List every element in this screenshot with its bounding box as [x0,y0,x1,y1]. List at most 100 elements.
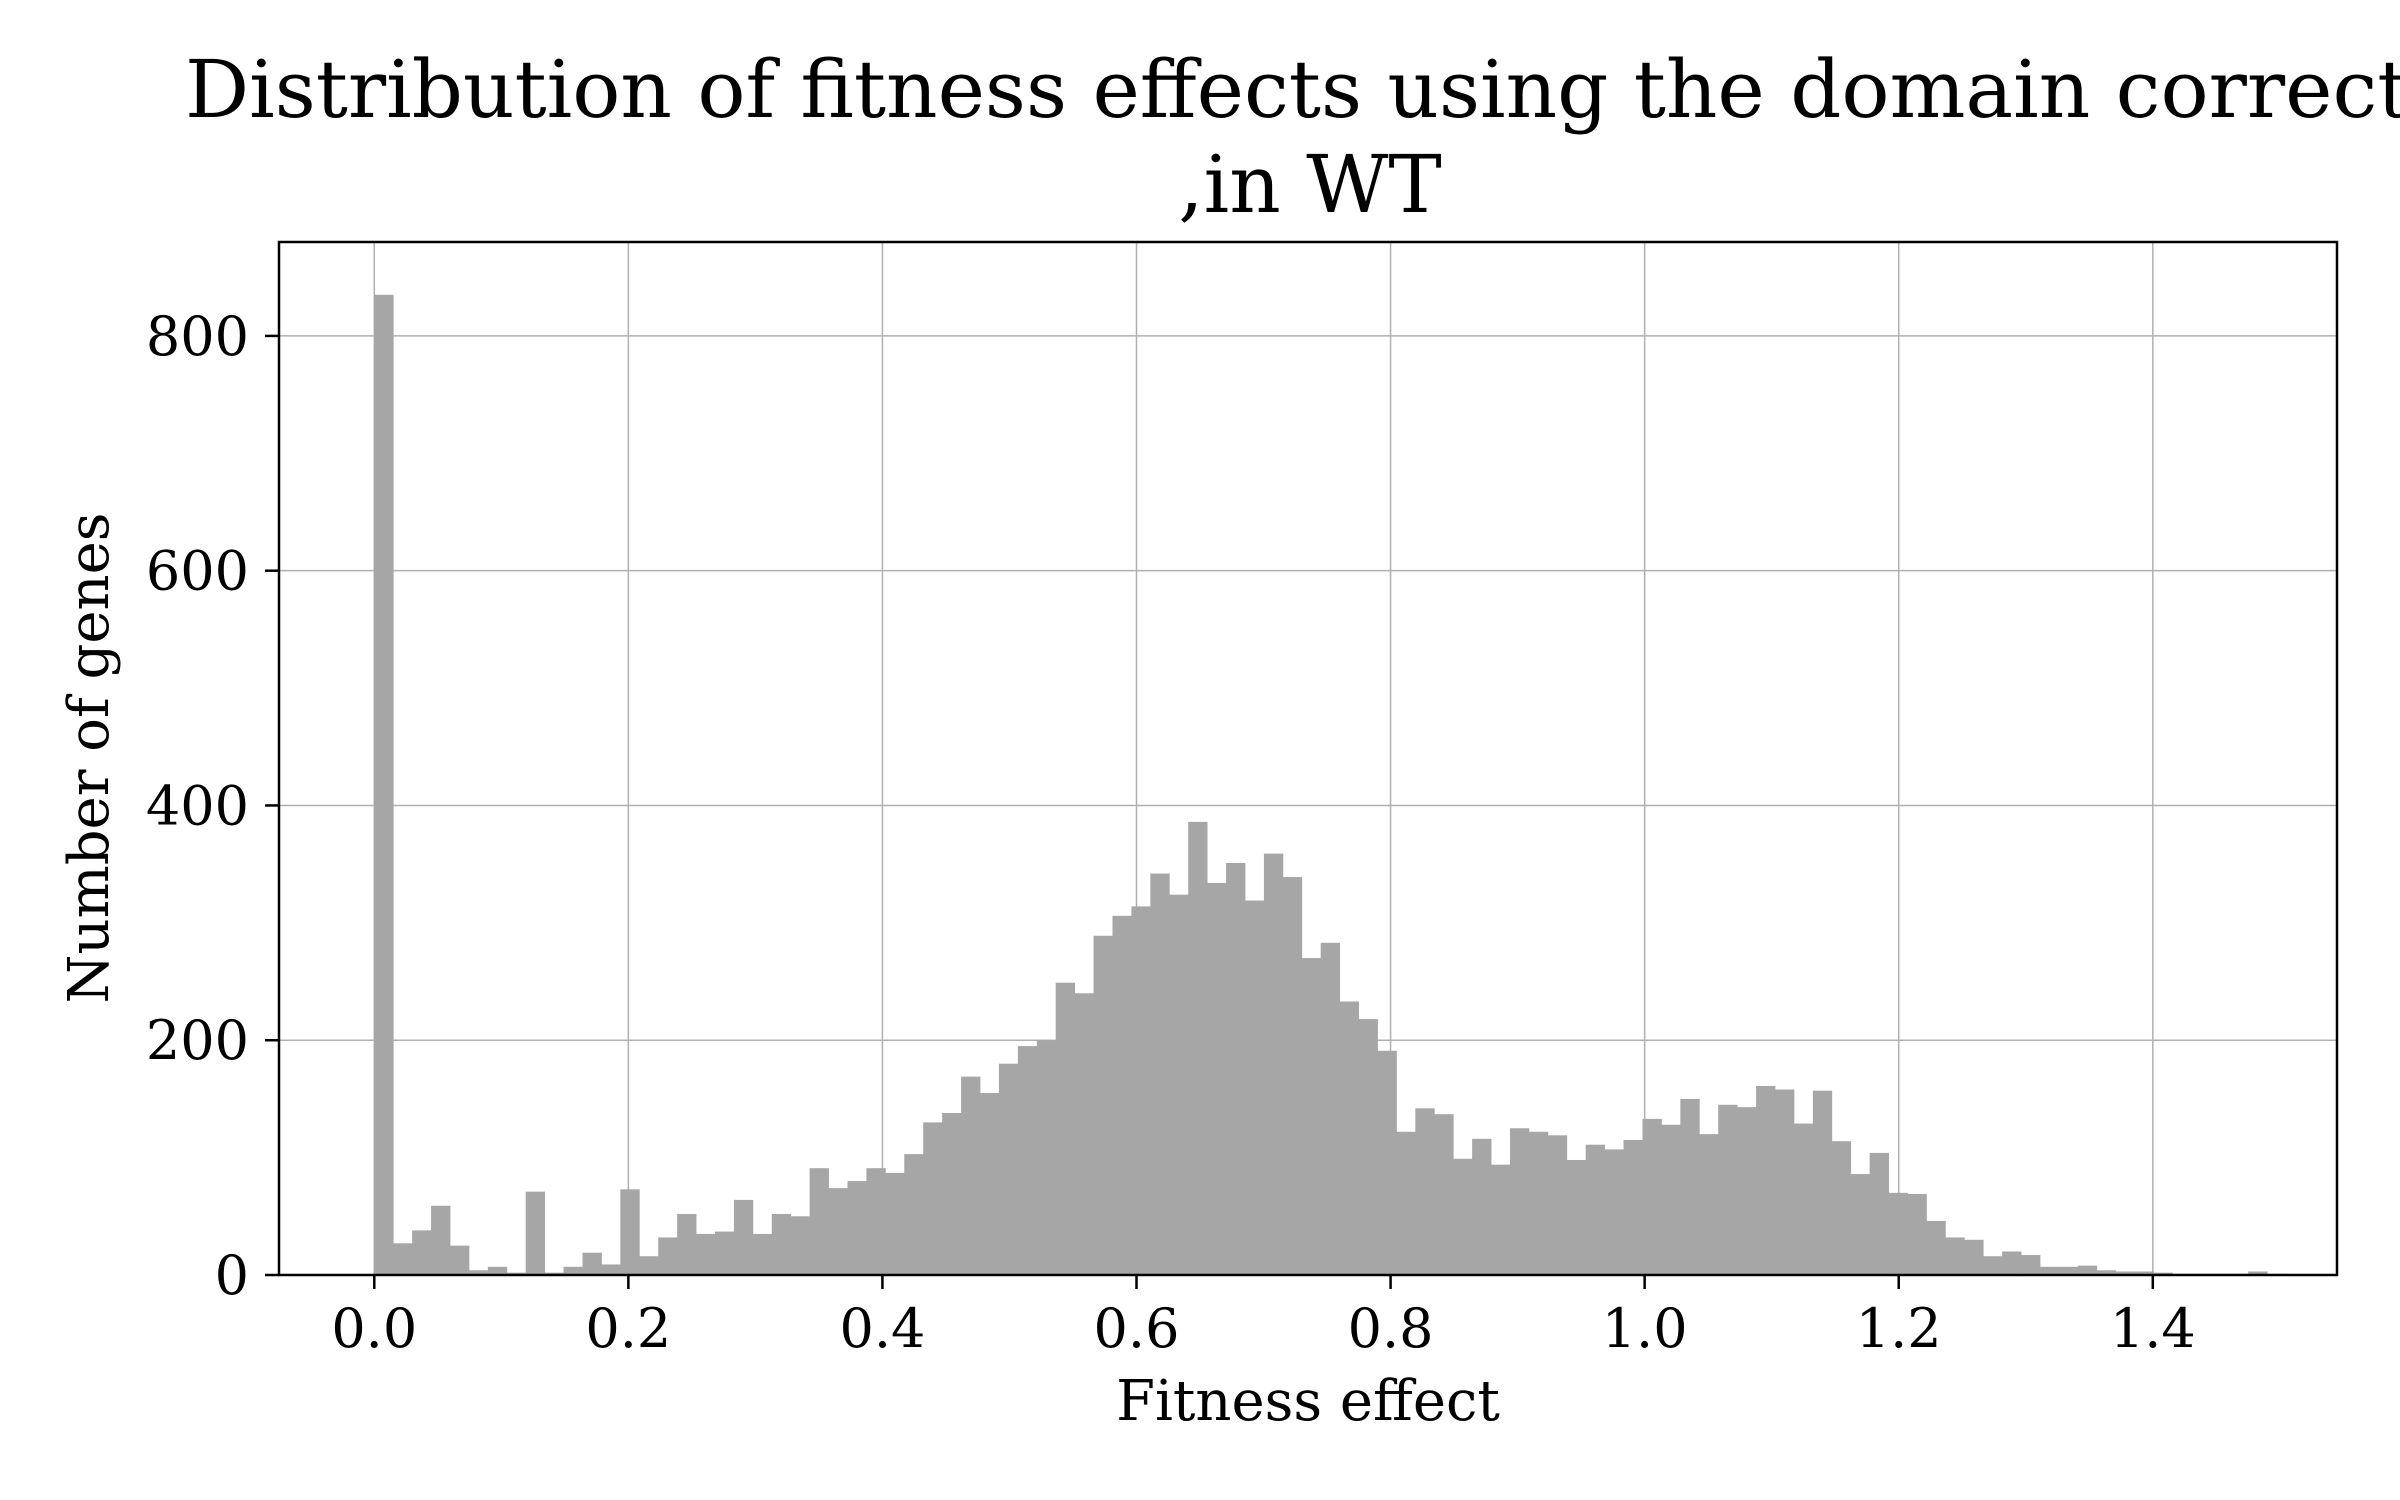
y-tick-label: 0 [215,1244,249,1307]
histogram-bar [752,1233,773,1275]
histogram-bar [2058,1266,2079,1275]
histogram-bar [1282,877,1303,1275]
histogram-bar [601,1264,621,1275]
x-tick-label: 0.8 [1348,1297,1434,1360]
histogram-bar [1699,1134,1719,1275]
histogram-bar [1680,1098,1700,1275]
histogram-bar [1301,958,1322,1275]
histogram-bar [2115,1271,2136,1275]
chart-title-line-1: Distribution of fitness effects using th… [185,43,2400,136]
x-tick-label: 0.6 [1094,1297,1180,1360]
histogram-bar [449,1245,470,1275]
histogram-bar [2248,1271,2268,1275]
histogram-bar [1983,1256,2003,1275]
histogram-bar [2002,1251,2022,1275]
histogram-bar [1585,1144,1606,1275]
histogram-bar [885,1172,905,1275]
histogram-bar [1907,1194,1927,1275]
histogram-bar [1774,1089,1795,1275]
histogram-bar [1415,1108,1435,1275]
histogram-bar [1169,894,1189,1275]
histogram-bar [1377,1050,1397,1275]
x-tick-label: 1.4 [2110,1297,2196,1360]
histogram-bar [658,1237,678,1275]
y-axis-ticks: 0 200 400 600 800 [146,305,279,1307]
x-axis-ticks: 0.0 0.2 0.4 0.6 0.8 1.0 1.2 1.4 [331,1275,2196,1360]
histogram-bar [1737,1107,1757,1275]
histogram-bar [1566,1159,1587,1275]
histogram-bar [1812,1090,1833,1275]
histogram-bar [714,1231,735,1275]
x-tick-label: 0.4 [839,1297,925,1360]
histogram-bar [1093,935,1113,1275]
histogram-bar [696,1233,716,1275]
histogram-bar [1263,853,1284,1275]
histogram-bar [1358,1019,1378,1275]
histogram-bar [1188,821,1208,1275]
histogram-bar [1112,915,1132,1275]
histogram-bar [1528,1131,1549,1275]
histogram-bar [1642,1118,1662,1275]
histogram-bar [1244,900,1265,1275]
histogram-bar [468,1270,489,1275]
histogram-bar [1055,982,1076,1275]
histogram-bar [1320,942,1341,1275]
chart-title-line-2: ,in WT [1178,138,1442,231]
histogram-bar [998,1063,1019,1275]
y-tick-label: 200 [146,1009,249,1072]
histogram-bar [1926,1221,1946,1275]
histogram-bar [1831,1141,1852,1275]
x-axis-label: Fitness effect [1116,1369,1500,1434]
histogram-bar [1869,1152,1889,1275]
histogram-bar [1661,1124,1681,1275]
histogram-bar [563,1266,583,1275]
histogram-bar [1036,1040,1057,1275]
histogram-bar [1509,1128,1530,1275]
histogram-bar [487,1266,508,1275]
histogram-bars [374,294,2287,1275]
histogram-bar [582,1252,602,1275]
x-tick-label: 0.0 [331,1297,417,1360]
histogram-bar [961,1076,981,1275]
x-tick-label: 0.2 [585,1297,671,1360]
histogram-bar [2096,1270,2117,1275]
x-tick-label: 1.2 [1856,1297,1942,1360]
y-tick-label: 400 [146,774,249,837]
histogram-bar [866,1168,886,1275]
histogram-bar [1453,1158,1473,1275]
histogram-bar [2077,1265,2098,1275]
histogram-bar [393,1243,413,1275]
plot-frame [277,240,2339,1277]
histogram-bar [771,1213,792,1275]
histogram-bar [847,1181,867,1275]
histogram-bar [1756,1086,1776,1275]
histogram-bar [1434,1114,1454,1275]
histogram-bar [1396,1131,1416,1275]
histogram-bar [1207,882,1227,1275]
histogram-bar [412,1230,432,1275]
histogram-bar [2039,1266,2060,1275]
histogram-bar [828,1188,848,1275]
histogram-bar [1604,1149,1624,1275]
y-tick-label: 600 [146,540,249,603]
histogram-bar [809,1168,829,1275]
histogram-bar [923,1122,943,1275]
histogram-bar [1888,1192,1908,1275]
histogram-bar [1150,873,1170,1275]
histogram-bar [639,1256,659,1275]
histogram-bar [620,1189,640,1275]
histogram-bar [1074,993,1094,1275]
histogram-bar [1472,1138,1492,1275]
histogram-bar [979,1093,1000,1275]
histogram-bar [1226,862,1246,1275]
histogram-bar [525,1191,546,1275]
y-axis-label: Number of genes [57,513,122,1004]
histogram-bar [677,1213,697,1275]
histogram-bar [790,1216,811,1275]
histogram-bar [1850,1174,1871,1275]
histogram-bar [1718,1104,1738,1275]
histogram-bar [1945,1237,1965,1275]
histogram-bar [1017,1046,1038,1275]
histogram-bar [1547,1135,1568,1275]
histogram-bar [431,1205,451,1275]
